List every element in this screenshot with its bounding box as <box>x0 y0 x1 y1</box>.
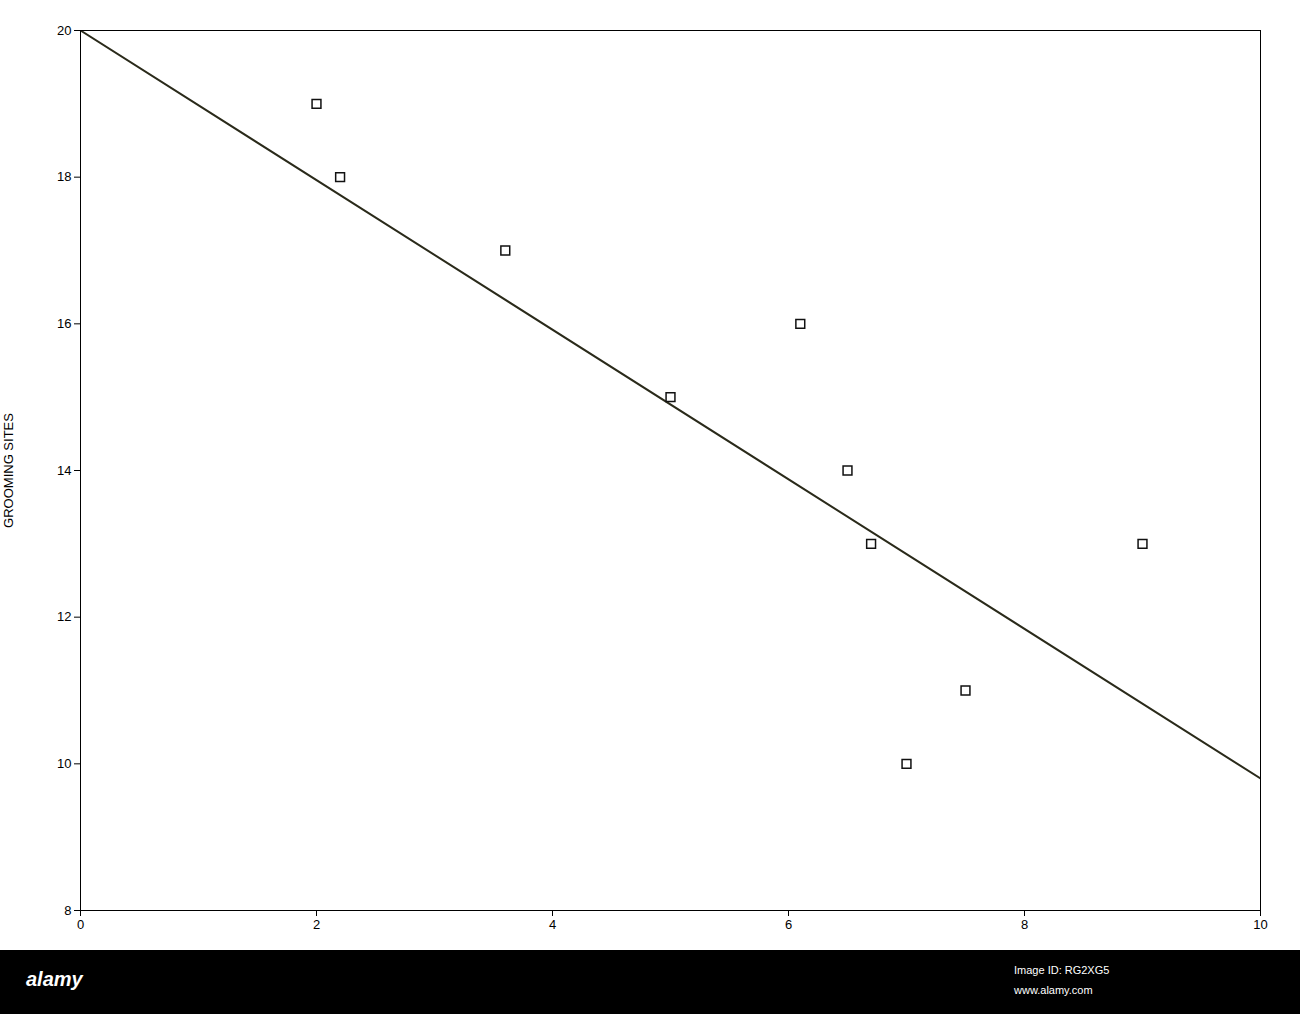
html-text:www.alamy.com: www.alamy.com <box>1014 984 1093 996</box>
svg-text:14: 14 <box>57 463 71 478</box>
html-text:alamy: alamy <box>26 968 83 990</box>
svg-text:18: 18 <box>57 169 71 184</box>
svg-text:6: 6 <box>785 917 792 932</box>
html-text:Image ID: RG2XG5: Image ID: RG2XG5 <box>1014 964 1110 976</box>
svg-text:0: 0 <box>77 917 84 932</box>
svg-text:GROOMING SITES: GROOMING SITES <box>1 413 16 528</box>
svg-text:20: 20 <box>57 23 71 38</box>
svg-text:16: 16 <box>57 316 71 331</box>
svg-text:2: 2 <box>313 917 320 932</box>
svg-text:8: 8 <box>64 903 71 918</box>
svg-text:10: 10 <box>57 756 71 771</box>
svg-text:4: 4 <box>549 917 556 932</box>
svg-text:10: 10 <box>1253 917 1267 932</box>
svg-text:8: 8 <box>1021 917 1028 932</box>
svg-text:12: 12 <box>57 609 71 624</box>
